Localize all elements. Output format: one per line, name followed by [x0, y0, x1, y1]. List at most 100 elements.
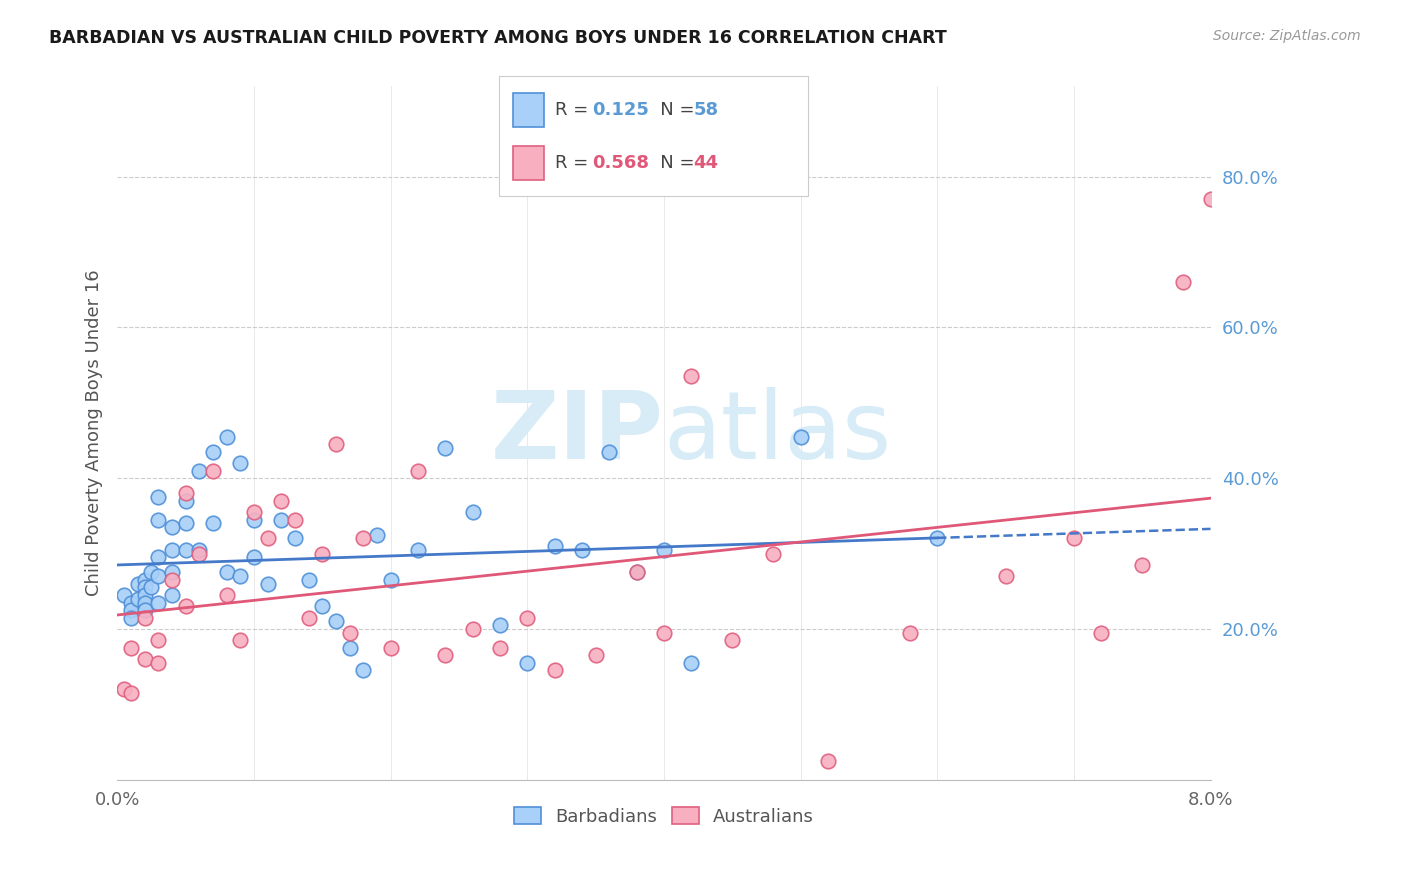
Point [174, 516, 197, 531]
Point [598, 445, 620, 459]
Point [817, 754, 839, 768]
Point [256, 576, 278, 591]
Point [120, 610, 142, 624]
Point [434, 441, 457, 455]
Point [127, 576, 149, 591]
Point [148, 595, 170, 609]
Point [120, 686, 142, 700]
Point [270, 493, 292, 508]
Text: 44: 44 [693, 154, 718, 172]
Point [489, 640, 512, 655]
Point [134, 573, 156, 587]
Text: R =: R = [555, 154, 595, 172]
Point [406, 464, 429, 478]
Point [141, 581, 163, 595]
Point [994, 569, 1017, 583]
Text: BARBADIAN VS AUSTRALIAN CHILD POVERTY AMONG BOYS UNDER 16 CORRELATION CHART: BARBADIAN VS AUSTRALIAN CHILD POVERTY AM… [49, 29, 948, 46]
Point [434, 648, 457, 663]
Point [270, 513, 292, 527]
Point [112, 588, 135, 602]
Point [366, 527, 388, 541]
Point [148, 569, 170, 583]
Point [112, 682, 135, 697]
Text: R =: R = [555, 101, 595, 119]
Point [311, 547, 333, 561]
Point [380, 573, 402, 587]
Point [1090, 625, 1112, 640]
Point [243, 513, 266, 527]
Point [201, 445, 224, 459]
Point [188, 547, 211, 561]
Point [789, 430, 811, 444]
Point [652, 542, 675, 557]
Point [339, 625, 361, 640]
Point [120, 603, 142, 617]
Point [380, 640, 402, 655]
Point [148, 513, 170, 527]
Point [148, 633, 170, 648]
Point [571, 542, 593, 557]
Point [160, 542, 183, 557]
Point [160, 520, 183, 534]
Point [721, 633, 744, 648]
Point [1130, 558, 1153, 572]
Point [148, 656, 170, 670]
Point [215, 588, 238, 602]
Point [134, 588, 156, 602]
Legend: Barbadians, Australians: Barbadians, Australians [506, 800, 821, 833]
Text: 0.125: 0.125 [592, 101, 648, 119]
Point [352, 532, 374, 546]
Point [134, 595, 156, 609]
Point [243, 550, 266, 565]
Point [134, 581, 156, 595]
Point [134, 603, 156, 617]
Point [120, 595, 142, 609]
Point [325, 615, 347, 629]
Point [160, 573, 183, 587]
Point [543, 664, 565, 678]
Point [406, 542, 429, 557]
Point [174, 542, 197, 557]
Point [489, 618, 512, 632]
Point [898, 625, 921, 640]
Text: Source: ZipAtlas.com: Source: ZipAtlas.com [1213, 29, 1361, 43]
Text: 58: 58 [693, 101, 718, 119]
Y-axis label: Child Poverty Among Boys Under 16: Child Poverty Among Boys Under 16 [86, 269, 103, 596]
Point [1199, 193, 1222, 207]
Point [256, 532, 278, 546]
Point [174, 493, 197, 508]
Point [311, 599, 333, 614]
Point [201, 516, 224, 531]
Point [188, 542, 211, 557]
Point [188, 464, 211, 478]
Point [174, 486, 197, 500]
Text: 0.568: 0.568 [592, 154, 650, 172]
Text: atlas: atlas [664, 387, 893, 479]
Point [284, 513, 307, 527]
Point [229, 633, 252, 648]
Point [134, 652, 156, 666]
Point [174, 599, 197, 614]
Point [325, 437, 347, 451]
Point [585, 648, 607, 663]
Point [1173, 275, 1195, 289]
Point [1063, 532, 1085, 546]
Point [148, 490, 170, 504]
Point [681, 369, 703, 384]
Point [160, 588, 183, 602]
Point [243, 505, 266, 519]
Point [626, 566, 648, 580]
Point [215, 430, 238, 444]
Point [927, 532, 949, 546]
Point [652, 625, 675, 640]
Point [339, 640, 361, 655]
Point [516, 656, 538, 670]
Point [297, 573, 319, 587]
Text: N =: N = [643, 154, 700, 172]
Text: N =: N = [643, 101, 700, 119]
Point [229, 456, 252, 470]
Point [516, 610, 538, 624]
Point [543, 539, 565, 553]
Point [160, 566, 183, 580]
Point [134, 610, 156, 624]
